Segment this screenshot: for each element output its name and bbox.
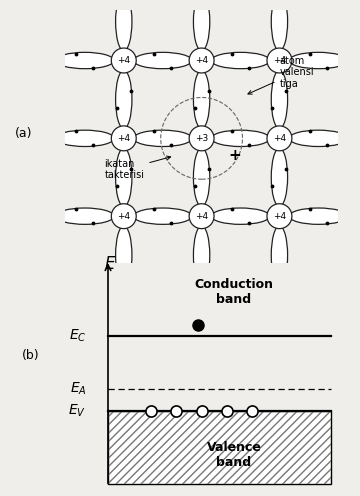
Text: ikatan
takterisi: ikatan takterisi bbox=[104, 156, 171, 180]
Ellipse shape bbox=[56, 208, 114, 224]
Text: +4: +4 bbox=[117, 56, 130, 65]
Ellipse shape bbox=[211, 208, 270, 224]
Circle shape bbox=[111, 126, 136, 151]
Text: $E_C$: $E_C$ bbox=[69, 327, 86, 344]
Circle shape bbox=[189, 204, 214, 229]
Text: +4: +4 bbox=[273, 134, 286, 143]
Text: (a): (a) bbox=[14, 127, 32, 140]
Ellipse shape bbox=[56, 53, 114, 68]
Ellipse shape bbox=[211, 130, 270, 146]
Text: $E$: $E$ bbox=[104, 255, 116, 273]
Circle shape bbox=[189, 48, 214, 73]
Ellipse shape bbox=[116, 226, 132, 284]
Text: +4: +4 bbox=[273, 56, 286, 65]
Ellipse shape bbox=[116, 0, 132, 51]
Ellipse shape bbox=[193, 148, 210, 206]
Circle shape bbox=[111, 48, 136, 73]
Circle shape bbox=[189, 126, 214, 151]
Ellipse shape bbox=[193, 70, 210, 128]
Text: +4: +4 bbox=[273, 212, 286, 221]
Ellipse shape bbox=[56, 130, 114, 146]
Ellipse shape bbox=[116, 148, 132, 206]
Ellipse shape bbox=[116, 70, 132, 128]
Ellipse shape bbox=[134, 208, 192, 224]
Ellipse shape bbox=[271, 226, 288, 284]
Text: +4: +4 bbox=[195, 212, 208, 221]
Bar bbox=[108, 411, 331, 484]
Bar bbox=[108, 411, 331, 484]
Text: +4: +4 bbox=[117, 212, 130, 221]
Ellipse shape bbox=[271, 148, 288, 206]
Text: +4: +4 bbox=[117, 134, 130, 143]
Ellipse shape bbox=[289, 53, 347, 68]
Ellipse shape bbox=[271, 0, 288, 51]
Ellipse shape bbox=[211, 53, 270, 68]
Text: atom
valensi
tiga: atom valensi tiga bbox=[248, 56, 314, 94]
Text: +3: +3 bbox=[195, 134, 208, 143]
Circle shape bbox=[267, 204, 292, 229]
Text: (b): (b) bbox=[22, 349, 39, 362]
Ellipse shape bbox=[193, 226, 210, 284]
Ellipse shape bbox=[271, 70, 288, 128]
Text: Valence
band: Valence band bbox=[207, 440, 261, 469]
Ellipse shape bbox=[193, 0, 210, 51]
Text: $E_A$: $E_A$ bbox=[69, 381, 86, 397]
Text: +4: +4 bbox=[195, 56, 208, 65]
Circle shape bbox=[267, 48, 292, 73]
Text: $E_V$: $E_V$ bbox=[68, 403, 86, 419]
Circle shape bbox=[111, 204, 136, 229]
Ellipse shape bbox=[134, 130, 192, 146]
Circle shape bbox=[267, 126, 292, 151]
Ellipse shape bbox=[134, 53, 192, 68]
Text: Conduction
band: Conduction band bbox=[194, 278, 274, 306]
Ellipse shape bbox=[289, 130, 347, 146]
Ellipse shape bbox=[289, 208, 347, 224]
Text: +: + bbox=[228, 148, 241, 163]
